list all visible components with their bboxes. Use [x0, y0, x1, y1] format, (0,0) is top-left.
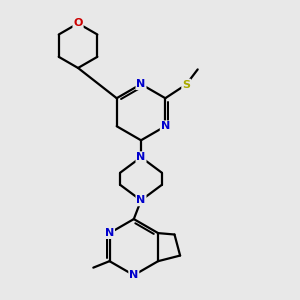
- Text: N: N: [136, 195, 146, 206]
- Text: O: O: [74, 18, 83, 28]
- Text: N: N: [161, 121, 170, 131]
- Text: N: N: [129, 270, 138, 280]
- Text: N: N: [105, 228, 114, 238]
- Text: S: S: [182, 80, 190, 89]
- Text: N: N: [136, 79, 146, 89]
- Text: N: N: [136, 152, 146, 162]
